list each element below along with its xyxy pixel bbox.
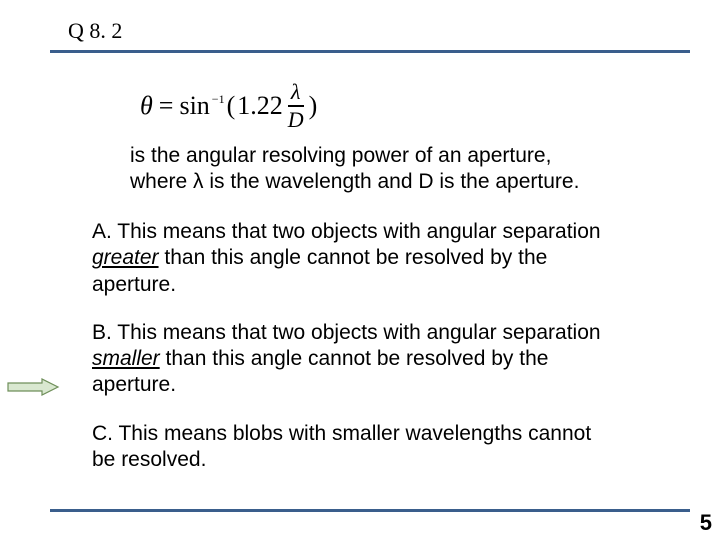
option-b-suffix: than this angle cannot be resolved by th… <box>92 347 548 396</box>
option-a: A. This means that two objects with angu… <box>92 219 620 298</box>
intro-text: is the angular resolving power of an ape… <box>130 143 610 196</box>
theta-symbol: θ <box>140 91 153 121</box>
bottom-divider <box>50 509 690 512</box>
exponent: −1 <box>212 92 225 107</box>
option-a-suffix: than this angle cannot be resolved by th… <box>92 246 547 295</box>
option-b: B. This means that two objects with angu… <box>92 320 620 399</box>
equals-sign: = <box>159 91 174 121</box>
option-c: C. This means blobs with smaller wavelen… <box>92 421 620 474</box>
sin-function: sin <box>179 91 209 121</box>
open-paren: ( <box>227 91 236 121</box>
denominator: D <box>288 109 304 131</box>
numerator: λ <box>291 81 301 103</box>
answer-arrow-icon <box>6 378 60 396</box>
option-b-prefix: B. This means that two objects with angu… <box>92 321 601 344</box>
option-b-emph: smaller <box>92 347 160 370</box>
coefficient: 1.22 <box>237 91 283 121</box>
formula: θ = sin−1 ( 1.22 λ D ) <box>140 81 680 131</box>
page-number: 5 <box>700 510 712 536</box>
option-a-prefix: A. This means that two objects with angu… <box>92 220 601 243</box>
close-paren: ) <box>309 91 318 121</box>
question-number: Q 8. 2 <box>68 18 680 44</box>
fraction: λ D <box>288 81 304 131</box>
top-divider <box>50 50 690 53</box>
option-a-emph: greater <box>92 246 159 269</box>
